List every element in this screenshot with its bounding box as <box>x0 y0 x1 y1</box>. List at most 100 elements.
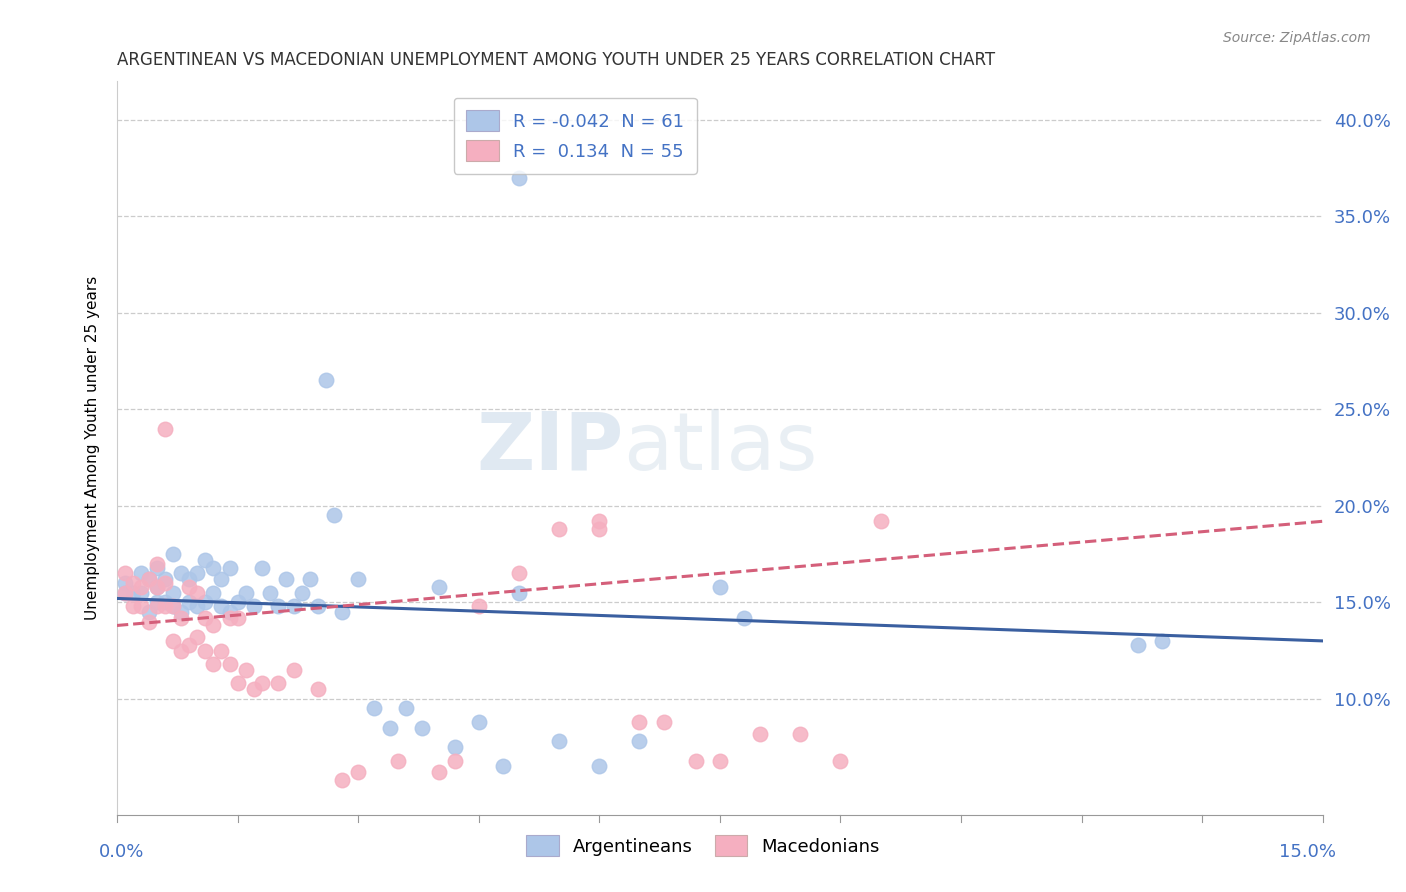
Point <box>122 585 145 599</box>
Point <box>869 514 891 528</box>
Point <box>789 726 811 740</box>
Point <box>492 759 515 773</box>
Point <box>170 566 193 581</box>
Point <box>179 580 201 594</box>
Point <box>298 572 321 586</box>
Text: atlas: atlas <box>623 409 818 487</box>
Point <box>235 663 257 677</box>
Point <box>467 599 489 614</box>
Point <box>153 422 176 436</box>
Point <box>226 611 249 625</box>
Point <box>138 605 160 619</box>
Point <box>380 721 402 735</box>
Point <box>733 611 755 625</box>
Point <box>235 585 257 599</box>
Point <box>226 595 249 609</box>
Point <box>211 643 233 657</box>
Point <box>427 765 450 780</box>
Text: 15.0%: 15.0% <box>1278 843 1336 861</box>
Point <box>186 599 208 614</box>
Point <box>347 572 370 586</box>
Point <box>194 553 217 567</box>
Point <box>194 611 217 625</box>
Point <box>250 676 273 690</box>
Point <box>347 765 370 780</box>
Point <box>170 611 193 625</box>
Point <box>114 585 136 599</box>
Point <box>709 754 731 768</box>
Point <box>218 605 240 619</box>
Point <box>162 634 184 648</box>
Point <box>138 572 160 586</box>
Point <box>259 585 281 599</box>
Point <box>283 599 305 614</box>
Point <box>170 643 193 657</box>
Point <box>146 560 169 574</box>
Point <box>179 572 201 586</box>
Point <box>170 605 193 619</box>
Point <box>153 595 176 609</box>
Point <box>138 615 160 629</box>
Point <box>467 714 489 729</box>
Point <box>427 580 450 594</box>
Point <box>122 599 145 614</box>
Point <box>202 657 225 671</box>
Point <box>508 170 530 185</box>
Point <box>628 734 651 748</box>
Point <box>363 701 385 715</box>
Point <box>588 759 610 773</box>
Point <box>242 599 264 614</box>
Point <box>749 726 772 740</box>
Point <box>114 576 136 591</box>
Point <box>588 522 610 536</box>
Point <box>162 547 184 561</box>
Point <box>315 373 337 387</box>
Point <box>114 566 136 581</box>
Point <box>330 605 353 619</box>
Point <box>685 754 707 768</box>
Point <box>307 682 329 697</box>
Point <box>508 585 530 599</box>
Point <box>830 754 852 768</box>
Point <box>186 630 208 644</box>
Point <box>1126 638 1149 652</box>
Point <box>129 580 152 594</box>
Point <box>179 638 201 652</box>
Point <box>162 585 184 599</box>
Point <box>250 560 273 574</box>
Point <box>218 657 240 671</box>
Point <box>411 721 433 735</box>
Point <box>202 585 225 599</box>
Point <box>218 560 240 574</box>
Point <box>129 585 152 599</box>
Point <box>588 514 610 528</box>
Point <box>443 754 465 768</box>
Point <box>153 599 176 614</box>
Point <box>709 580 731 594</box>
Point <box>508 566 530 581</box>
Point <box>202 560 225 574</box>
Point <box>186 566 208 581</box>
Legend: Argentineans, Macedonians: Argentineans, Macedonians <box>515 824 891 867</box>
Point <box>548 522 571 536</box>
Point <box>283 663 305 677</box>
Point <box>211 599 233 614</box>
Point <box>186 585 208 599</box>
Point <box>146 599 169 614</box>
Point <box>114 585 136 599</box>
Point <box>628 714 651 729</box>
Point <box>548 734 571 748</box>
Point <box>291 585 314 599</box>
Point <box>162 599 184 614</box>
Text: 0.0%: 0.0% <box>98 843 143 861</box>
Point <box>274 572 297 586</box>
Point <box>146 580 169 594</box>
Point <box>194 595 217 609</box>
Point <box>153 572 176 586</box>
Point <box>226 676 249 690</box>
Point <box>307 599 329 614</box>
Point <box>218 611 240 625</box>
Text: ZIP: ZIP <box>477 409 623 487</box>
Point <box>652 714 675 729</box>
Point <box>267 676 290 690</box>
